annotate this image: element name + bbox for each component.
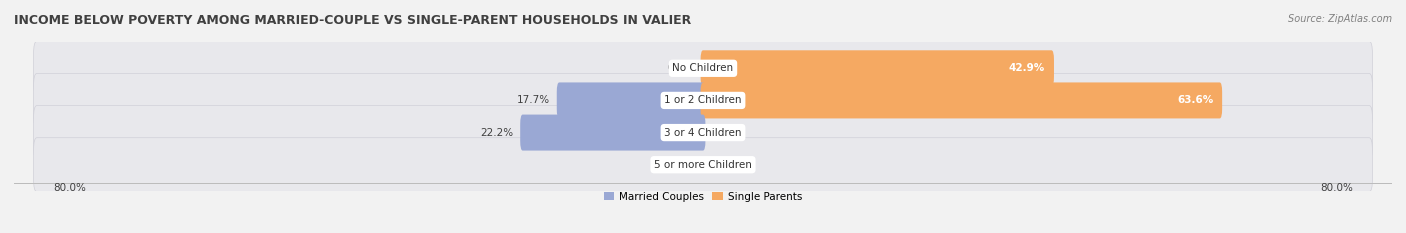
Text: Source: ZipAtlas.com: Source: ZipAtlas.com (1288, 14, 1392, 24)
Text: 63.6%: 63.6% (1177, 96, 1213, 105)
Text: 17.7%: 17.7% (516, 96, 550, 105)
FancyBboxPatch shape (520, 115, 706, 151)
Text: 0.0%: 0.0% (713, 160, 740, 170)
FancyBboxPatch shape (34, 138, 1372, 192)
Text: 3 or 4 Children: 3 or 4 Children (664, 128, 742, 137)
Text: 42.9%: 42.9% (1008, 63, 1045, 73)
Text: 22.2%: 22.2% (479, 128, 513, 137)
Text: 0.0%: 0.0% (666, 160, 693, 170)
Text: 80.0%: 80.0% (53, 183, 86, 193)
FancyBboxPatch shape (700, 50, 1054, 86)
Text: 5 or more Children: 5 or more Children (654, 160, 752, 170)
Text: 0.0%: 0.0% (713, 128, 740, 137)
FancyBboxPatch shape (700, 82, 1222, 118)
Text: 1 or 2 Children: 1 or 2 Children (664, 96, 742, 105)
Text: No Children: No Children (672, 63, 734, 73)
FancyBboxPatch shape (34, 41, 1372, 95)
Text: 0.0%: 0.0% (666, 63, 693, 73)
Text: INCOME BELOW POVERTY AMONG MARRIED-COUPLE VS SINGLE-PARENT HOUSEHOLDS IN VALIER: INCOME BELOW POVERTY AMONG MARRIED-COUPL… (14, 14, 692, 27)
Text: 80.0%: 80.0% (1320, 183, 1353, 193)
FancyBboxPatch shape (557, 82, 706, 118)
FancyBboxPatch shape (34, 106, 1372, 160)
FancyBboxPatch shape (34, 73, 1372, 127)
Legend: Married Couples, Single Parents: Married Couples, Single Parents (602, 190, 804, 204)
